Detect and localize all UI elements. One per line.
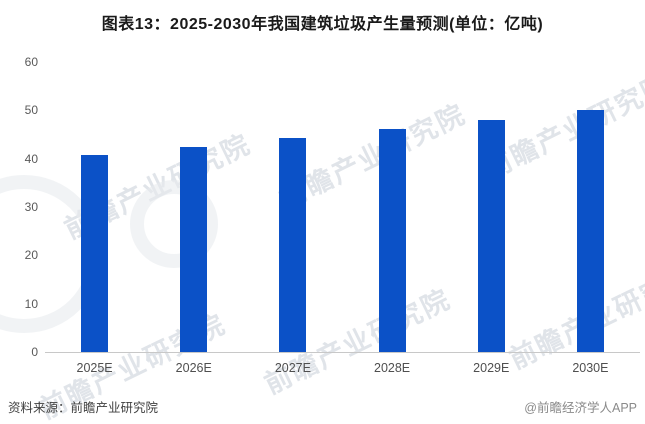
bar-2028E <box>378 129 406 352</box>
y-tick-label: 20 <box>24 248 38 263</box>
source-text: 资料来源：前瞻产业研究院 <box>8 401 159 415</box>
chart-title: 图表13：2025-2030年我国建筑垃圾产生量预测(单位：亿吨) <box>101 16 544 33</box>
y-tick-label: 0 <box>31 345 38 359</box>
y-tick-label: 60 <box>24 55 38 69</box>
y-tick-label: 50 <box>24 103 38 118</box>
x-tick-label: 2027E <box>274 361 311 375</box>
x-tick-label: 2028E <box>374 361 411 375</box>
x-axis-line <box>45 352 640 353</box>
x-tick-label: 2029E <box>473 361 510 375</box>
x-tick-label: 2030E <box>572 361 609 375</box>
x-tick-label: 2025E <box>76 361 113 375</box>
y-tick-label: 40 <box>24 151 38 166</box>
x-tick-label: 2026E <box>175 361 212 375</box>
y-tick-label: 10 <box>24 296 38 311</box>
bar-2027E <box>279 137 307 352</box>
bar-2030E <box>576 110 604 352</box>
y-tick-label: 30 <box>24 200 38 214</box>
bar-2026E <box>180 146 208 352</box>
credit-text: @前瞻经济学人APP <box>524 401 637 415</box>
bar-2029E <box>477 119 505 352</box>
bar-2025E <box>81 155 109 352</box>
